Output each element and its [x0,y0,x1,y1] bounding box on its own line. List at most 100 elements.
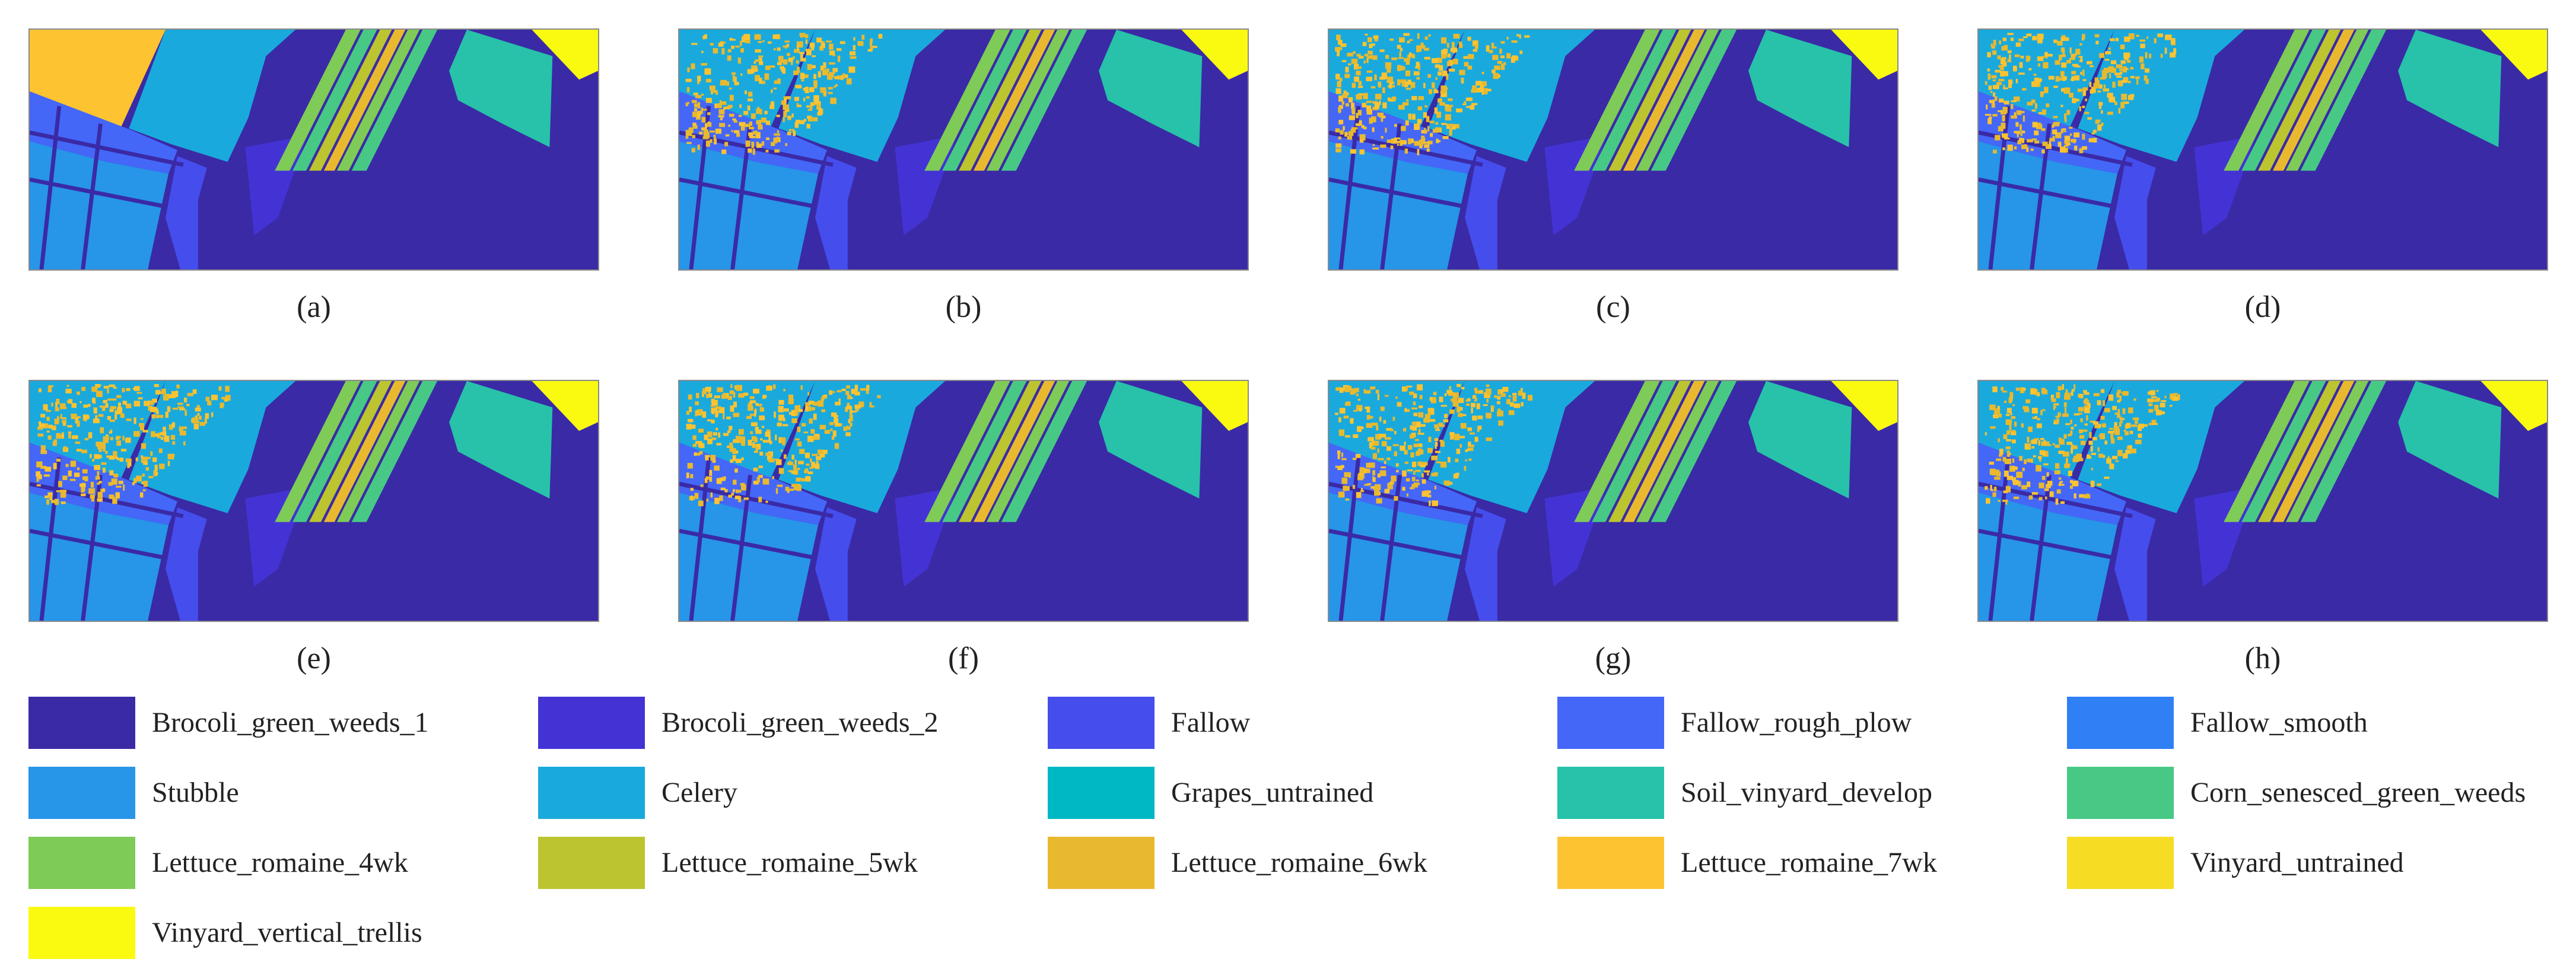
misclassified-pixel [76,449,82,452]
misclassified-pixel [1503,62,1506,65]
misclassified-pixel [2006,450,2010,457]
map-svg [30,30,598,269]
stripe-lettuce [2285,381,2369,522]
misclassified-pixel [2125,68,2129,70]
misclassified-pixel [1991,103,1995,108]
misclassified-pixel [1400,79,1407,83]
map-svg [1329,381,1897,621]
misclassified-pixel [2032,417,2037,420]
misclassified-pixel [211,395,218,401]
misclassified-pixel [1424,144,1430,148]
misclassified-pixel [1335,387,1341,391]
misclassified-pixel [704,434,709,440]
misclassified-pixel [2056,392,2060,398]
misclassified-pixel [62,417,66,420]
misclassified-pixel [2055,76,2060,82]
misclassified-pixel [1420,465,1426,468]
misclassified-pixel [47,492,53,496]
misclassified-pixel [751,436,756,442]
misclassified-pixel [764,110,768,115]
misclassified-pixel [760,109,762,115]
misclassified-pixel [1384,461,1386,465]
misclassified-pixel [1397,45,1401,49]
misclassified-pixel [2098,84,2103,89]
misclassified-pixel [1394,123,1397,127]
misclassified-pixel [1466,403,1470,406]
misclassified-pixel [1424,105,1428,107]
misclassified-pixel [2064,140,2070,144]
stripe-lettuce [323,381,406,522]
classification-map-f [678,380,1249,622]
misclassified-pixel [2086,415,2088,421]
misclassified-pixel [832,53,836,56]
misclassified-pixel [748,98,753,101]
misclassified-pixel [2041,409,2046,411]
misclassified-pixel [126,418,132,421]
misclassified-pixel [765,431,771,437]
misclassified-pixel [2024,459,2027,465]
misclassified-pixel [116,458,120,461]
misclassified-pixel [1391,57,1398,61]
misclassified-pixel [819,46,824,51]
misclassified-pixel [1379,470,1386,477]
misclassified-pixel [1411,96,1417,101]
misclassified-pixel [167,461,170,466]
field-divider [1380,123,1402,269]
misclassified-pixel [2119,81,2122,87]
misclassified-pixel [2085,99,2087,101]
legend-swatch [538,767,645,819]
misclassified-pixel [2071,55,2075,60]
misclassified-pixel [2006,475,2014,480]
misclassified-pixel [855,407,859,412]
misclassified-pixel [816,461,819,465]
misclassified-pixel [2107,456,2110,459]
misclassified-pixel [718,432,721,438]
misclassified-pixel [756,404,762,407]
misclassified-pixel [2170,393,2177,400]
misclassified-pixel [2075,99,2079,101]
misclassified-pixel [1429,397,1433,401]
misclassified-pixel [37,426,43,430]
misclassified-pixel [1432,129,1439,133]
misclassified-pixel [2120,101,2125,109]
misclassified-pixel [156,410,159,415]
misclassified-pixel [2058,484,2065,486]
misclassified-pixel [114,456,119,459]
misclassified-pixel [48,385,54,388]
misclassified-pixel [1360,490,1365,493]
misclassified-pixel [1378,458,1384,461]
misclassified-pixel [2088,440,2093,445]
misclassified-pixel [692,135,695,138]
misclassified-pixel [1404,408,1407,412]
misclassified-pixel [2053,85,2058,88]
misclassified-pixel [1459,436,1465,439]
misclassified-pixel [800,35,803,38]
legend-label: Lettuce_romaine_5wk [662,847,918,878]
misclassified-pixel [1363,93,1368,100]
misclassified-pixel [1339,387,1344,393]
misclassified-pixel [1431,472,1438,477]
misclassified-pixel [767,41,772,44]
misclassified-pixel [1449,128,1453,133]
misclassified-pixel [1346,401,1351,405]
misclassified-pixel [1992,114,1998,117]
misclassified-pixel [81,449,87,453]
misclassified-pixel [734,130,740,134]
legend-swatch [28,907,135,959]
misclassified-pixel [2027,481,2031,487]
misclassified-pixel [2079,43,2082,46]
misclassified-pixel [830,97,837,104]
misclassified-pixel [1508,410,1515,415]
misclassified-pixel [697,110,702,115]
misclassified-pixel [1335,465,1338,468]
misclassified-pixel [2124,53,2129,61]
misclassified-pixel [2004,461,2007,464]
misclassified-pixel [715,411,718,418]
legend-label: Fallow_smooth [2190,707,2368,738]
misclassified-pixel [96,390,103,398]
misclassified-pixel [800,58,806,62]
misclassified-pixel [2145,78,2149,84]
misclassified-pixel [778,414,784,421]
misclassified-pixel [776,136,780,142]
misclassified-pixel [2070,420,2072,424]
